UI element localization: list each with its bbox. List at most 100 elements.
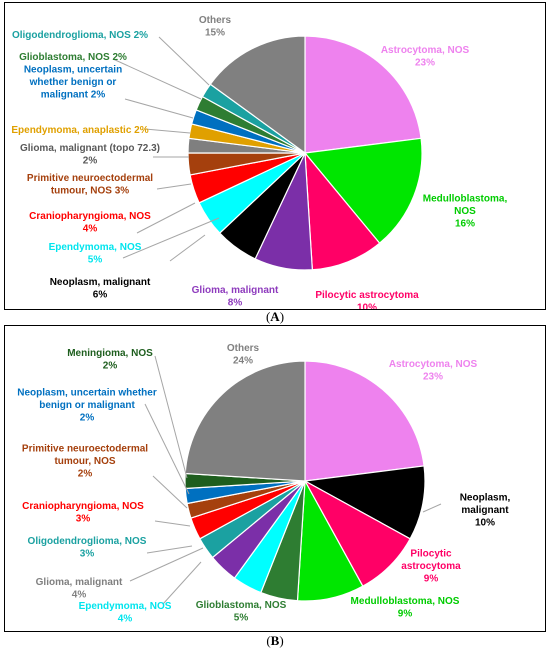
data-label-meningioma-nos: Meningioma, NOS 2% xyxy=(67,348,153,372)
data-label-line: 16% xyxy=(455,219,475,230)
data-label-line: Ependymoma, NOS xyxy=(49,242,142,253)
data-label-line: Neoplasm, xyxy=(460,493,511,504)
data-label-line: Ependymoma, anaplastic 2% xyxy=(11,125,148,136)
data-label-line: Glioma, malignant xyxy=(192,285,279,296)
leader-line xyxy=(154,520,191,527)
data-label-primitive-neuroectodermal-tumour-nos: Primitive neuroectodermal tumour, NOS 2% xyxy=(22,444,148,480)
leader-line xyxy=(136,202,196,234)
data-label-oligodendroglioma-nos: Oligodendroglioma, NOS 3% xyxy=(28,536,147,560)
data-label-craniopharyngioma-nos: Craniopharyngioma, NOS 3% xyxy=(22,501,144,525)
pie-slices xyxy=(187,35,423,271)
data-label-line: 6% xyxy=(93,289,108,300)
data-label-line: 5% xyxy=(234,612,249,623)
data-label-line: 23% xyxy=(415,57,435,68)
caption-a-letter: A xyxy=(270,309,280,324)
data-label-line: Craniopharyngioma, NOS xyxy=(29,211,151,222)
data-label-ependymoma-nos: Ependymoma, NOS 5% xyxy=(49,242,142,266)
data-label-astrocytoma-nos: Astrocytoma, NOS 23% xyxy=(381,45,470,69)
data-label-glioblastoma-nos: Glioblastoma, NOS 2% xyxy=(19,52,127,63)
leader-line xyxy=(124,98,194,119)
pie-slice-astrocytoma-nos xyxy=(304,35,422,154)
pie-chart-panel-b: Astrocytoma, NOS 23% Neoplasm, malignant 10%… xyxy=(4,325,546,632)
caption-b-letter: B xyxy=(270,633,280,648)
pie-chart-a: Astrocytoma, NOS 23% Medulloblastoma, NOS 16… xyxy=(11,15,507,309)
caption-b: (B) xyxy=(266,633,284,648)
data-label-neoplasm-malignant: Neoplasm, malignant 10% xyxy=(460,493,511,529)
data-label-neoplasm-uncertain-whether-benign-or-malignant: Neoplasm, uncertain whether benign or mali… xyxy=(24,65,122,101)
data-label-glioma-malignant-topo-72-3: Glioma, malignant (topo 72.3) 2% xyxy=(20,143,160,167)
data-label-line: Primitive neuroectodermal xyxy=(22,444,148,455)
data-label-line: Primitive neuroectodermal xyxy=(27,173,153,184)
data-label-craniopharyngioma-nos: Craniopharyngioma, NOS 4% xyxy=(29,211,151,235)
leader-line xyxy=(156,183,192,190)
data-label-pilocytic-astrocytoma: Pilocytic astrocytoma 10% xyxy=(315,290,419,309)
data-label-line: Oligodendroglioma, NOS 2% xyxy=(12,30,148,41)
data-label-line: Others xyxy=(227,343,260,354)
data-label-neoplasm-malignant: Neoplasm, malignant 6% xyxy=(50,277,151,301)
data-label-line: Meningioma, NOS xyxy=(67,348,153,359)
leader-line xyxy=(146,545,193,554)
data-label-glioblastoma-nos: Glioblastoma, NOS 5% xyxy=(196,600,287,624)
data-label-line: 2% xyxy=(78,469,93,480)
data-label-line: astrocytoma xyxy=(401,561,461,572)
data-label-line: 2% xyxy=(83,155,98,166)
data-label-line: 9% xyxy=(398,608,413,619)
pie-chart-panel-a: Astrocytoma, NOS 23% Medulloblastoma, NOS 16… xyxy=(4,2,546,310)
data-label-line: tumour, NOS 3% xyxy=(51,185,129,196)
data-label-line: malignant 2% xyxy=(41,90,106,101)
data-label-glioma-malignant: Glioma, malignant 4% xyxy=(36,577,123,601)
leader-lines xyxy=(112,36,220,262)
data-label-line: Pilocytic astrocytoma xyxy=(315,290,419,301)
leader-line xyxy=(154,355,188,479)
data-label-line: 3% xyxy=(80,548,95,559)
data-label-medulloblastoma-nos: Medulloblastoma, NOS 16% xyxy=(423,194,508,230)
data-label-line: Astrocytoma, NOS xyxy=(381,45,470,56)
data-label-line: tumour, NOS xyxy=(54,456,115,467)
caption-a: (A) xyxy=(265,309,285,324)
data-label-line: 4% xyxy=(72,589,87,600)
pie-chart-b: Astrocytoma, NOS 23% Neoplasm, malignant 10%… xyxy=(17,343,510,625)
data-label-line: 4% xyxy=(83,223,98,234)
pie-slice-neoplasm-malignant xyxy=(303,465,426,540)
data-label-line: Glioblastoma, NOS 2% xyxy=(19,52,127,63)
data-label-line: Medulloblastoma, NOS xyxy=(351,596,460,607)
data-label-line: Medulloblastoma, xyxy=(423,194,508,205)
data-label-line: 15% xyxy=(205,27,225,38)
data-label-line: whether benign or xyxy=(29,77,117,88)
data-labels: Astrocytoma, NOS 23% Medulloblastoma, NOS 16… xyxy=(11,15,507,309)
data-label-line: 2% xyxy=(80,413,95,424)
data-label-line: 24% xyxy=(233,355,253,366)
leader-line xyxy=(422,503,442,513)
leader-line xyxy=(158,36,210,86)
data-label-line: Oligodendroglioma, NOS xyxy=(28,536,147,547)
data-label-line: Ependymoma, NOS xyxy=(79,601,172,612)
data-label-primitive-neuroectodermal-tumour-nos: Primitive neuroectodermal tumour, NOS 3% xyxy=(27,173,153,197)
leader-line xyxy=(144,403,190,495)
data-labels: Astrocytoma, NOS 23% Neoplasm, malignant 10%… xyxy=(17,343,510,625)
data-label-others: Others 24% xyxy=(227,343,260,367)
data-label-line: Pilocytic xyxy=(410,549,452,560)
data-label-line: 10% xyxy=(475,518,495,529)
pie-slice-astrocytoma-nos xyxy=(304,360,425,482)
data-label-line: Neoplasm, uncertain xyxy=(24,65,122,76)
data-label-line: Craniopharyngioma, NOS xyxy=(22,501,144,512)
data-label-others: Others 15% xyxy=(199,15,232,39)
leader-line xyxy=(112,58,202,100)
pie-slice-pilocytic-astrocytoma xyxy=(304,151,381,271)
data-label-line: 10% xyxy=(357,302,377,309)
leader-line xyxy=(129,547,204,582)
leader-line xyxy=(169,234,206,262)
data-label-line: 2% xyxy=(103,360,118,371)
leader-line xyxy=(162,561,202,605)
data-label-line: malignant xyxy=(461,505,509,516)
pie-slice-others xyxy=(209,35,306,155)
data-label-line: NOS xyxy=(454,206,476,217)
pie-slice-others xyxy=(184,360,306,482)
data-label-line: Others xyxy=(199,15,232,26)
data-label-line: Glioma, malignant xyxy=(36,577,123,588)
data-label-neoplasm-uncertain-whether-benign-or-malignant: Neoplasm, uncertain whether benign or mal… xyxy=(17,388,157,424)
pie-slices xyxy=(184,360,426,602)
data-label-line: 9% xyxy=(424,574,439,585)
data-label-line: benign or malignant xyxy=(39,400,135,411)
pie-slice-medulloblastoma-nos xyxy=(303,137,423,244)
